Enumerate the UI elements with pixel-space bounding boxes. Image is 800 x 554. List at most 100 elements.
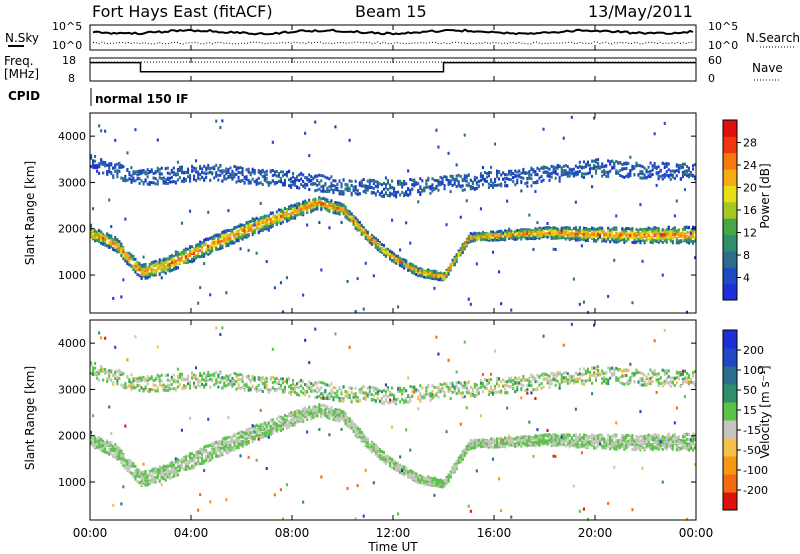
velocity-cell — [110, 443, 113, 447]
power-cell — [156, 179, 159, 183]
power-cell — [554, 230, 557, 234]
power-cell — [635, 232, 638, 236]
velocity-cell — [176, 469, 179, 473]
power-cell — [281, 310, 284, 314]
power-cell — [449, 190, 452, 194]
velocity-cell — [98, 372, 101, 376]
power-cell — [492, 184, 495, 188]
velocity-cell — [203, 450, 206, 454]
velocity-cell — [108, 374, 111, 378]
velocity-cell — [90, 430, 93, 434]
power-cell — [677, 241, 680, 245]
power-cell — [483, 232, 486, 236]
power-cell — [568, 167, 571, 171]
power-cell — [162, 262, 165, 265]
power-cell — [326, 198, 329, 202]
power-cell — [465, 239, 468, 243]
power-cell — [580, 175, 583, 178]
power-cell — [118, 165, 121, 169]
power-cell — [540, 232, 543, 236]
power-cell — [552, 236, 555, 240]
power-cell — [542, 226, 545, 230]
power-cell — [302, 293, 305, 297]
power-cell — [425, 182, 428, 186]
velocity-cell — [110, 452, 113, 456]
power-cell — [639, 170, 642, 174]
power-cell — [546, 235, 549, 239]
power-cell — [415, 273, 418, 277]
power-cell — [205, 251, 208, 255]
power-cell — [554, 176, 557, 180]
power-cell — [542, 165, 545, 169]
power-cell — [308, 178, 311, 182]
power-cell — [360, 180, 363, 184]
power-cell — [241, 167, 244, 171]
power-cell — [374, 244, 377, 247]
power-cell — [279, 178, 282, 182]
power-cell — [578, 227, 581, 231]
velocity-cell — [114, 444, 117, 448]
power-cell — [316, 202, 319, 206]
power-cell — [570, 235, 573, 239]
velocity-cell — [102, 439, 105, 443]
power-cell — [657, 238, 660, 242]
power-cell — [479, 178, 482, 182]
power-cell — [362, 226, 365, 230]
power-cell — [225, 230, 228, 234]
power-cell — [667, 162, 670, 166]
power-cell — [544, 166, 547, 169]
power-cell — [425, 273, 428, 277]
velocity-cell — [187, 382, 190, 386]
power-cell — [195, 170, 198, 174]
power-cell — [162, 269, 165, 273]
power-cell — [273, 214, 276, 218]
power-cell — [203, 171, 206, 175]
power-cell — [665, 173, 668, 177]
power-cell — [415, 181, 418, 185]
velocity-cell — [152, 388, 155, 392]
power-cell — [510, 236, 513, 240]
power-cell — [512, 236, 515, 240]
power-cell — [494, 142, 497, 146]
power-cell — [330, 187, 333, 191]
power-cell — [427, 176, 430, 180]
power-cell — [158, 261, 161, 265]
velocity-cell — [144, 479, 147, 483]
velocity-cell — [126, 358, 129, 362]
power-cell — [395, 191, 398, 194]
power-cell — [100, 241, 103, 245]
power-cell — [213, 234, 216, 238]
power-cell — [405, 259, 408, 263]
velocity-cell — [176, 376, 179, 380]
noise-right-tick-bottom: 10^0 — [708, 39, 738, 52]
power-cell — [625, 167, 628, 170]
power-cell — [441, 272, 444, 276]
power-cell — [154, 263, 157, 267]
power-cell — [239, 223, 242, 227]
power-cell — [671, 239, 674, 243]
power-cell — [187, 247, 190, 251]
velocity-cell — [189, 386, 192, 390]
power-cell — [419, 185, 422, 189]
power-cell — [316, 206, 319, 210]
velocity-cell — [92, 442, 95, 446]
power-cell — [142, 255, 145, 259]
power-cell — [494, 237, 497, 241]
power-cell — [397, 180, 400, 184]
power-cell — [122, 247, 125, 251]
velocity-cell — [124, 459, 127, 462]
power-cell — [231, 239, 234, 243]
power-cell — [233, 226, 236, 229]
power-cell — [490, 165, 493, 169]
power-cell — [350, 179, 353, 183]
power-cell — [298, 211, 301, 215]
power-cell — [538, 236, 541, 240]
power-cell — [554, 171, 557, 175]
power-cell — [386, 250, 389, 254]
velocity-cell — [197, 454, 200, 458]
power-cell — [277, 212, 280, 216]
power-cell — [358, 221, 361, 224]
power-cell — [471, 239, 474, 243]
power-cell — [277, 220, 280, 223]
power-cell — [310, 203, 313, 207]
